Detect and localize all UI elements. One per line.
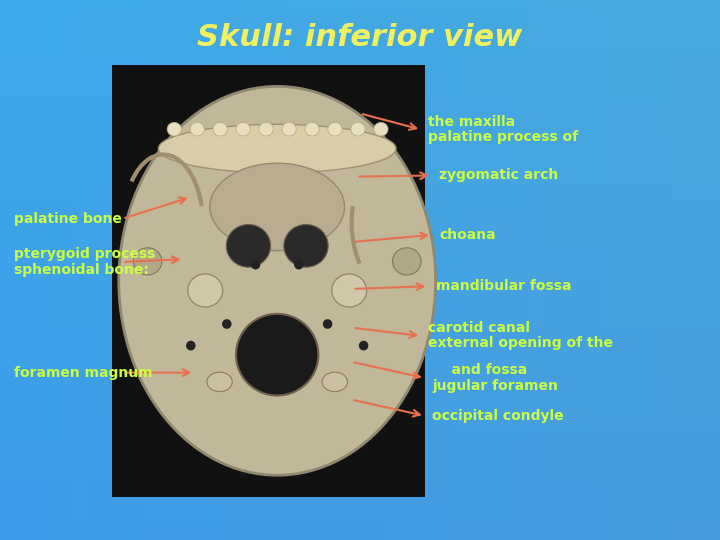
Text: the maxilla: the maxilla [428,115,516,129]
Ellipse shape [322,372,348,391]
Ellipse shape [133,248,162,275]
Ellipse shape [236,123,251,136]
Text: mandibular fossa: mandibular fossa [436,279,571,293]
Ellipse shape [190,123,204,136]
Ellipse shape [392,248,421,275]
Ellipse shape [359,341,369,350]
Ellipse shape [186,341,196,350]
Bar [112,65,425,497]
Ellipse shape [167,123,181,136]
Text: occipital condyle: occipital condyle [432,409,564,423]
Ellipse shape [259,123,273,136]
Ellipse shape [351,123,365,136]
Text: foramen magnum: foramen magnum [14,366,153,380]
Ellipse shape [236,314,318,395]
Ellipse shape [188,274,222,307]
Ellipse shape [284,225,328,267]
Text: palatine bone: palatine bone [14,212,122,226]
Text: sphenoidal bone:: sphenoidal bone: [14,263,149,277]
Text: jugular foramen: jugular foramen [432,379,558,393]
Text: external opening of the: external opening of the [428,336,613,350]
Text: and fossa: and fossa [432,363,527,377]
Ellipse shape [294,260,304,269]
Ellipse shape [210,163,344,251]
Ellipse shape [119,86,436,475]
Text: choana: choana [439,228,496,242]
Ellipse shape [323,319,333,329]
Ellipse shape [207,372,233,391]
Ellipse shape [332,274,366,307]
Text: palatine process of: palatine process of [428,130,579,144]
Ellipse shape [213,123,228,136]
Ellipse shape [374,123,388,136]
Ellipse shape [158,124,396,173]
Ellipse shape [226,225,271,267]
Text: pterygoid process: pterygoid process [14,247,156,261]
Ellipse shape [328,123,342,136]
Text: Skull: inferior view: Skull: inferior view [197,23,523,52]
Ellipse shape [305,123,319,136]
Ellipse shape [222,319,232,329]
Text: zygomatic arch: zygomatic arch [439,168,559,183]
Ellipse shape [251,260,261,269]
Text: carotid canal: carotid canal [428,321,531,335]
Ellipse shape [282,123,296,136]
